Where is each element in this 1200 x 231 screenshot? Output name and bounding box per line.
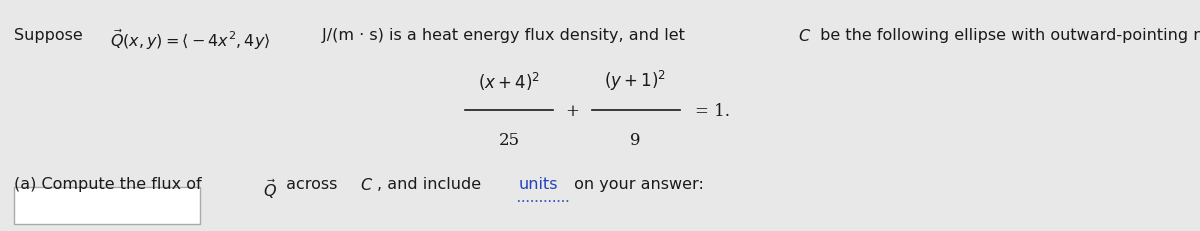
Text: $(x + 4)^2$: $(x + 4)^2$ xyxy=(478,70,540,92)
Text: (a) Compute the flux of: (a) Compute the flux of xyxy=(14,177,208,192)
FancyBboxPatch shape xyxy=(14,187,200,224)
Text: J/(m · s) is a heat energy flux density, and let: J/(m · s) is a heat energy flux density,… xyxy=(317,28,690,43)
Text: be the following ellipse with outward-pointing normals:: be the following ellipse with outward-po… xyxy=(815,28,1200,43)
Text: Suppose: Suppose xyxy=(14,28,89,43)
Text: across: across xyxy=(281,177,343,192)
Text: 25: 25 xyxy=(498,132,520,149)
Text: $\vec{Q}(x, y) = \langle -4x^2, 4y\rangle$: $\vec{Q}(x, y) = \langle -4x^2, 4y\rangl… xyxy=(109,28,270,52)
Text: 9: 9 xyxy=(630,132,641,149)
Text: = 1.: = 1. xyxy=(695,102,730,119)
Text: $(y + 1)^2$: $(y + 1)^2$ xyxy=(605,68,667,92)
Text: $C$: $C$ xyxy=(360,177,373,194)
Text: $\vec{Q}$: $\vec{Q}$ xyxy=(263,177,277,200)
Text: +: + xyxy=(565,102,580,119)
Text: units: units xyxy=(518,177,558,192)
Text: on your answer:: on your answer: xyxy=(569,177,704,192)
Text: , and include: , and include xyxy=(378,177,487,192)
Text: $C$: $C$ xyxy=(798,28,811,45)
